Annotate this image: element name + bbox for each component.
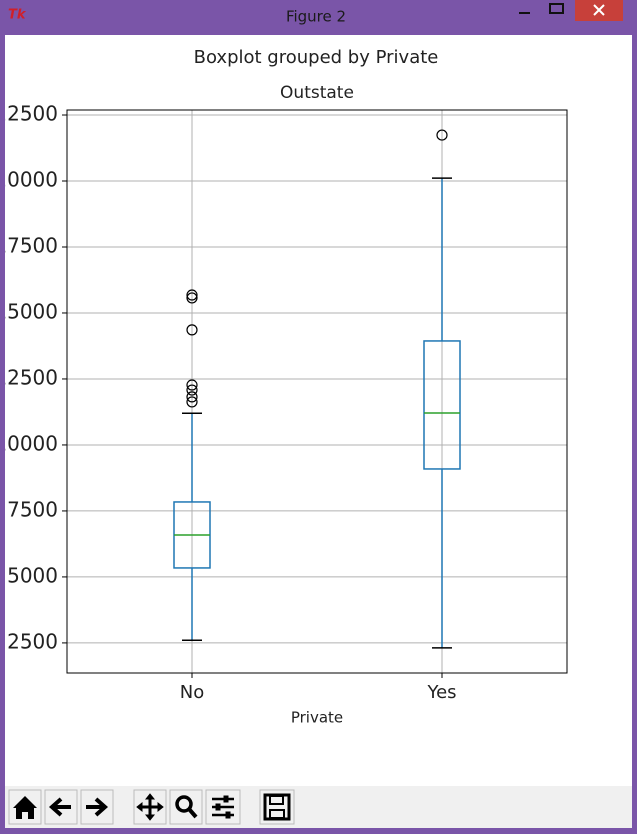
zoom-button[interactable] <box>169 789 203 825</box>
home-button[interactable] <box>8 789 42 825</box>
y-tick-label: 10000 <box>0 431 58 455</box>
flier <box>186 379 198 391</box>
app-icon: Tk <box>8 8 27 23</box>
toolbar-buttons <box>8 789 295 825</box>
flier <box>186 289 198 301</box>
flier <box>186 391 198 403</box>
figure: Boxplot grouped by Private Outstate Priv… <box>0 47 568 727</box>
chart-title: Boxplot grouped by Private <box>194 47 439 68</box>
flier <box>186 396 198 408</box>
chart-subtitle: Outstate <box>280 83 354 103</box>
configure-button[interactable] <box>205 789 241 825</box>
minimize-button[interactable] <box>510 2 540 22</box>
y-tick-label: 5000 <box>7 563 58 587</box>
y-tick-label: 15000 <box>0 299 58 323</box>
flier <box>186 324 198 336</box>
client-area <box>5 35 632 828</box>
flier <box>186 292 198 304</box>
close-button[interactable] <box>575 0 623 21</box>
box <box>423 340 461 470</box>
window-title: Figure 2 <box>286 8 346 26</box>
forward-button[interactable] <box>80 789 114 825</box>
maximize-button[interactable] <box>543 2 571 22</box>
plot-frame <box>66 109 568 674</box>
y-tick-label: 7500 <box>7 497 58 521</box>
y-tick-label: 12500 <box>0 365 58 389</box>
y-tick-label: 20000 <box>0 168 58 192</box>
y-tick-label: 2500 <box>7 629 58 653</box>
flier <box>186 384 198 396</box>
y-tick-label: 17500 <box>0 233 58 257</box>
x-tick-label: No <box>180 682 204 703</box>
y-tick-label: 22500 <box>0 102 58 126</box>
back-button[interactable] <box>44 789 78 825</box>
pan-button[interactable] <box>133 789 167 825</box>
flier <box>436 129 448 141</box>
x-axis-label: Private <box>291 709 343 727</box>
save-button[interactable] <box>259 789 295 825</box>
x-tick-label: Yes <box>426 682 456 703</box>
